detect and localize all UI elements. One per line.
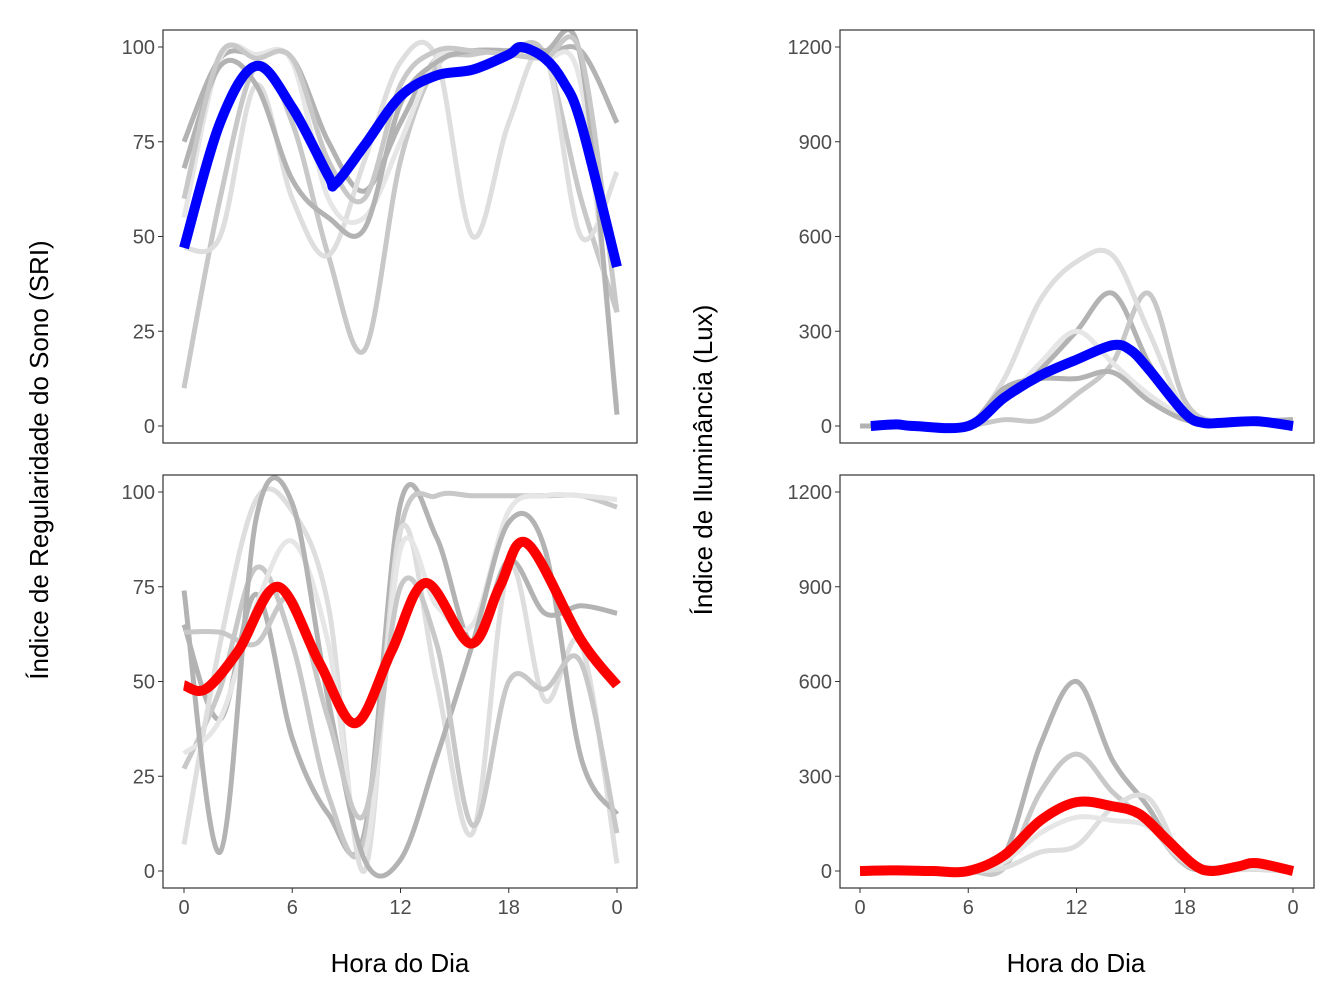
x-tick-label: 0 xyxy=(1287,897,1298,919)
x-tick-label: 12 xyxy=(389,897,411,919)
y-tick-label: 600 xyxy=(799,227,832,249)
mean-line xyxy=(870,339,1294,434)
y-tick-label: 100 xyxy=(122,37,155,59)
x-tick-label: 18 xyxy=(498,897,520,919)
y-tick-label: 0 xyxy=(144,416,155,438)
individual-line xyxy=(182,492,618,856)
y-tick-label: 900 xyxy=(799,132,832,154)
mean-line xyxy=(182,536,621,729)
individual-line xyxy=(860,247,1294,432)
y-tick-label: 25 xyxy=(133,321,155,343)
x-tick-label: 0 xyxy=(611,897,622,919)
mean-line xyxy=(859,796,1295,878)
y-tick-label: 0 xyxy=(821,861,832,883)
y-axis-title-right: Índice de Iluminância (Lux) xyxy=(688,305,718,616)
individual-line xyxy=(181,486,620,874)
y-tick-label: 300 xyxy=(799,766,832,788)
x-axis-title-left: Hora do Dia xyxy=(331,948,470,978)
y-tick-label: 0 xyxy=(144,861,155,883)
y-tick-label: 25 xyxy=(133,766,155,788)
y-axis-title-left: Índice de Regularidade do Sono (SRI) xyxy=(24,240,54,679)
individual-line xyxy=(181,475,620,879)
individual-line xyxy=(181,34,620,313)
y-tick-label: 900 xyxy=(799,577,832,599)
x-tick-label: 0 xyxy=(178,897,189,919)
panel-bottom-right: 0 300 600 900 1200 0 6 12 18 0 xyxy=(788,474,1315,919)
y-tick-label: 50 xyxy=(133,672,155,694)
panel-top-left: 0 25 50 75 100 xyxy=(122,29,638,444)
panel-bottom-left: 0 25 50 75 100 0 6 12 18 0 xyxy=(122,474,638,919)
y-tick-label: 100 xyxy=(122,482,155,504)
x-tick-label: 6 xyxy=(287,897,298,919)
y-tick-label: 600 xyxy=(799,672,832,694)
mean-line xyxy=(179,41,622,269)
y-tick-label: 75 xyxy=(133,577,155,599)
x-tick-label: 6 xyxy=(963,897,974,919)
x-axis-title-right: Hora do Dia xyxy=(1007,948,1146,978)
y-tick-label: 1200 xyxy=(788,37,833,59)
y-tick-label: 0 xyxy=(821,416,832,438)
individual-line xyxy=(183,575,620,834)
individual-line xyxy=(181,42,620,408)
y-tick-label: 1200 xyxy=(788,482,833,504)
x-tick-label: 18 xyxy=(1174,897,1196,919)
x-tick-label: 0 xyxy=(854,897,865,919)
individual-line xyxy=(859,751,1294,877)
y-tick-label: 75 xyxy=(133,132,155,154)
panel-top-right: 0 300 600 900 1200 xyxy=(788,29,1315,444)
x-tick-label: 12 xyxy=(1065,897,1087,919)
y-tick-label: 50 xyxy=(133,227,155,249)
y-tick-label: 300 xyxy=(799,321,832,343)
